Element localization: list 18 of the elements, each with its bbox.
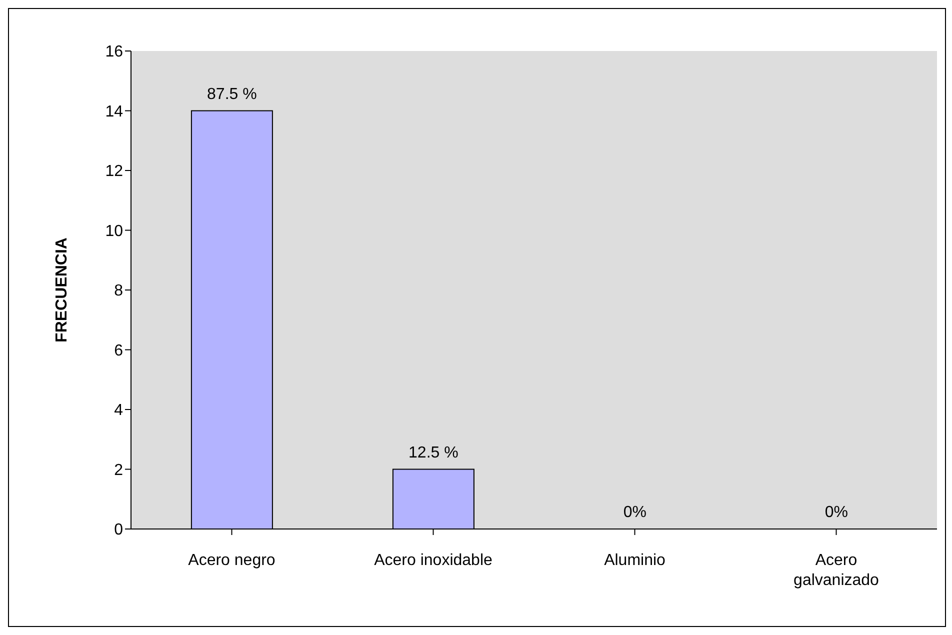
x-tick-label: Acero negro [188,552,276,569]
annotation: 87.5 % [207,86,257,103]
y-tick-label: 6 [114,342,124,360]
annotation: 0% [824,504,848,521]
y-tick-label: 14 [105,103,124,120]
x-tick-label: Acero inoxidable [374,552,492,569]
annotation: 12.5 % [408,444,458,462]
annotation: 0% [623,504,647,521]
y-tick-label: 2 [114,462,124,479]
y-tick-label: 12 [105,163,124,180]
y-axis-title: FRECUENCIA [54,237,71,342]
y-tick-label: 0 [114,522,124,539]
y-tick-label: 16 [105,44,124,61]
y-tick-label: 4 [114,402,124,420]
y-tick-label: 8 [114,282,124,300]
y-tick-label: 10 [105,222,124,240]
x-tick-label: Acero galvanizado [794,552,880,589]
x-tick-label: Aluminio [604,552,666,569]
